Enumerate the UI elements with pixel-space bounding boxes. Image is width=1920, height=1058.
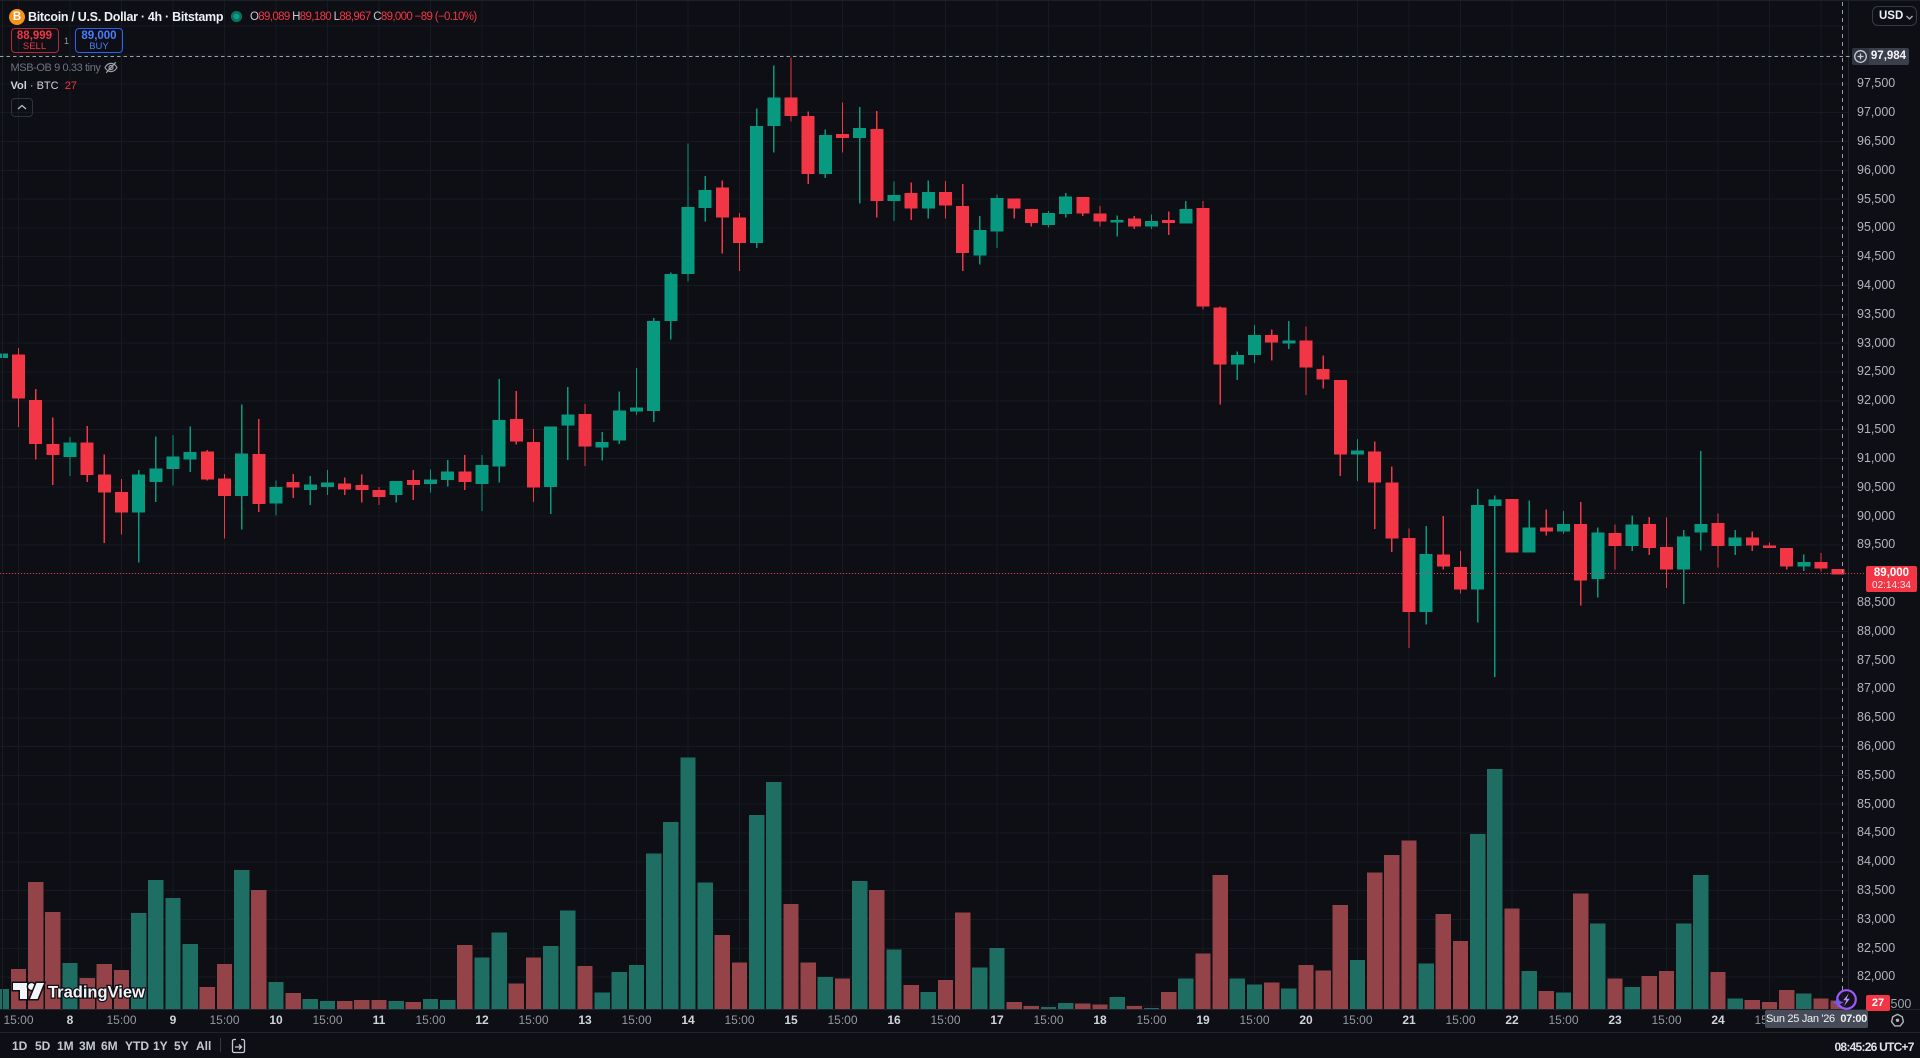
svg-text:TradingView: TradingView xyxy=(48,984,145,1002)
